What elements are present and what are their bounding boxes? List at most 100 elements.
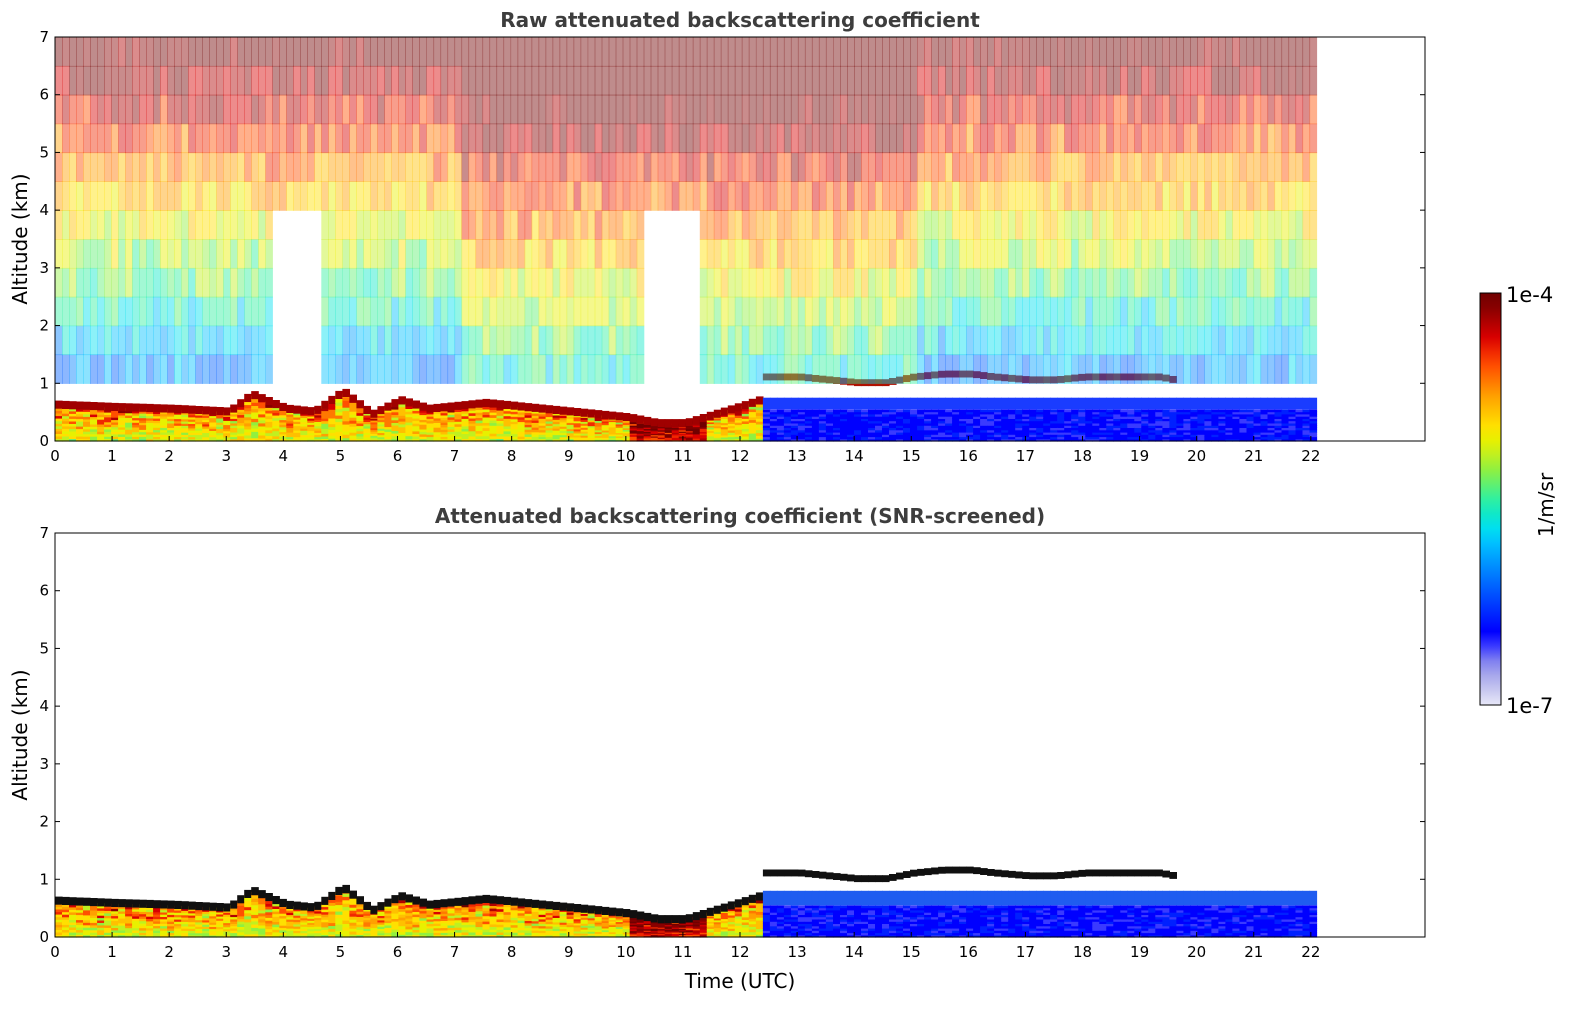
- heatmap-cell: [251, 418, 259, 423]
- heatmap-cell: [889, 422, 897, 426]
- noise-cell: [1050, 37, 1058, 67]
- noise-cell: [875, 325, 883, 356]
- heatmap-cell: [818, 411, 827, 415]
- heatmap-cell: [1141, 411, 1149, 415]
- heatmap-cell: [209, 436, 217, 440]
- noise-cell: [244, 94, 252, 125]
- noise-cell: [552, 152, 561, 182]
- layer-top-cell: [300, 406, 308, 415]
- heatmap-cell: [69, 919, 77, 923]
- heatmap-cell: [1015, 438, 1023, 442]
- noise-cell: [938, 181, 946, 211]
- heatmap-cell: [797, 418, 806, 422]
- layer-top-cell: [90, 402, 98, 411]
- heatmap-cell: [321, 413, 329, 417]
- heatmap-cell: [903, 397, 911, 410]
- noise-cell: [615, 94, 624, 125]
- noise-cell: [734, 94, 743, 125]
- noise-cell: [994, 123, 1002, 154]
- noise-cell: [769, 239, 778, 269]
- heatmap-cell: [1218, 418, 1226, 422]
- heatmap-cell: [468, 428, 477, 432]
- heatmap-cell: [840, 431, 848, 435]
- heatmap-cell: [790, 413, 799, 417]
- heatmap-cell: [861, 418, 869, 422]
- heatmap-cell: [1274, 436, 1283, 440]
- heatmap-cell: [868, 411, 876, 415]
- noise-cell: [216, 152, 224, 182]
- heatmap-cell: [90, 431, 98, 435]
- heatmap-cell: [1225, 413, 1233, 417]
- heatmap-cell: [461, 433, 470, 437]
- heatmap-cell: [811, 409, 820, 413]
- heatmap-cell: [594, 435, 603, 438]
- heatmap-cell: [97, 409, 105, 413]
- heatmap-cell: [69, 932, 77, 936]
- heatmap-cell: [293, 416, 301, 420]
- noise-cell: [1085, 239, 1093, 269]
- noise-cell: [286, 181, 294, 211]
- noise-cell: [104, 37, 112, 67]
- noise-cell: [1267, 210, 1276, 240]
- heatmap-cell: [833, 397, 841, 410]
- noise-cell: [966, 296, 974, 327]
- heatmap-cell: [945, 420, 953, 424]
- heatmap-cell: [195, 414, 203, 418]
- noise-cell: [1176, 296, 1184, 327]
- noise-cell: [1225, 181, 1233, 211]
- noise-cell: [146, 37, 154, 67]
- heatmap-cell: [720, 416, 729, 419]
- noise-cell: [818, 296, 827, 327]
- heatmap-cell: [678, 427, 687, 430]
- noise-cell: [328, 267, 336, 298]
- heatmap-cell: [419, 436, 427, 440]
- heatmap-cell: [293, 436, 301, 440]
- cloud-cell: [945, 370, 953, 378]
- heatmap-cell: [1120, 422, 1128, 426]
- noise-cell: [959, 123, 967, 154]
- noise-cell: [1022, 181, 1030, 211]
- noise-cell: [1260, 239, 1269, 269]
- heatmap-cell: [1120, 416, 1128, 419]
- noise-cell: [1106, 181, 1114, 211]
- heatmap-cell: [818, 431, 827, 435]
- noise-cell: [1022, 65, 1030, 96]
- heatmap-cell: [924, 425, 932, 428]
- noise-cell: [952, 37, 960, 67]
- heatmap-cell: [1015, 409, 1023, 413]
- heatmap-cell: [804, 431, 813, 435]
- noise-cell: [1148, 325, 1156, 356]
- heatmap-cell: [945, 429, 953, 433]
- heatmap-cell: [776, 422, 785, 426]
- heatmap-cell: [328, 429, 336, 433]
- heatmap-cell: [643, 434, 652, 436]
- heatmap-cell: [1295, 422, 1304, 426]
- noise-cell: [426, 152, 435, 182]
- noise-cell: [83, 37, 91, 67]
- heatmap-cell: [489, 409, 498, 413]
- noise-cell: [1169, 267, 1177, 298]
- heatmap-cell: [62, 914, 70, 918]
- noise-cell: [370, 94, 378, 125]
- heatmap-cell: [223, 428, 231, 432]
- noise-cell: [363, 354, 371, 384]
- heatmap-cell: [209, 417, 217, 421]
- heatmap-cell: [1288, 438, 1297, 442]
- noise-cell: [1295, 181, 1304, 211]
- heatmap-cell: [286, 420, 294, 424]
- heatmap-cell: [104, 436, 112, 440]
- noise-cell: [594, 239, 603, 269]
- x-tick-label: 0: [50, 447, 60, 465]
- noise-cell: [797, 65, 806, 96]
- heatmap-cell: [1134, 431, 1142, 435]
- noise-cell: [363, 94, 371, 125]
- noise-cell: [699, 325, 708, 356]
- heatmap-cell: [1029, 436, 1037, 440]
- noise-cell: [76, 267, 84, 298]
- heatmap-cell: [69, 418, 77, 422]
- noise-cell: [573, 65, 582, 96]
- noise-cell: [1218, 94, 1226, 125]
- noise-cell: [685, 65, 694, 96]
- heatmap-cell: [994, 422, 1002, 426]
- noise-cell: [854, 210, 862, 240]
